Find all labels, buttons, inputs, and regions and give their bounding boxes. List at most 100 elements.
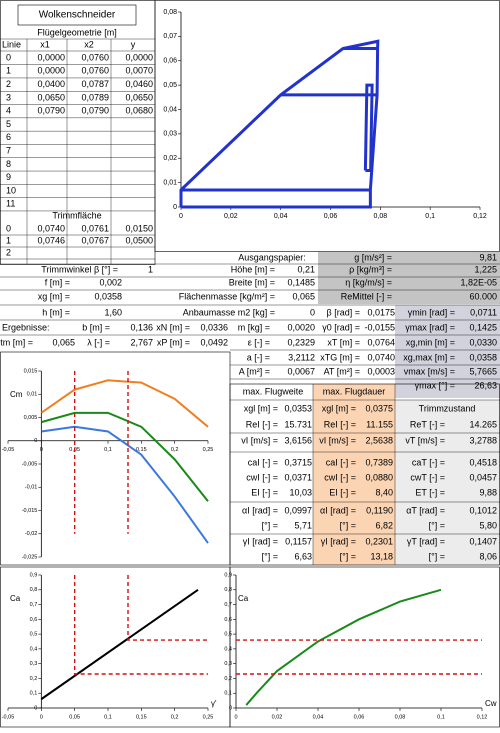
x-tick-label: 0,06 — [324, 213, 338, 220]
table-cell: 0,0767 — [81, 235, 109, 245]
result-value: 14.265 — [469, 419, 497, 429]
parameter-value: 0,0358 — [94, 291, 122, 301]
table-cell: 1 — [6, 66, 11, 76]
y-tick-label: 0 — [34, 705, 37, 711]
parameter-value: 1,82E-05 — [460, 277, 497, 287]
result-label: ReI [-] = — [246, 419, 278, 429]
parameter-label: γmax [°] = — [415, 380, 455, 390]
result-value: 5,71 — [294, 520, 312, 530]
x-axis-label: Cw — [485, 699, 497, 708]
parameter-value: 0,0020 — [287, 322, 315, 332]
table-cell: 2 — [6, 79, 11, 89]
x-tick-label: 0,04 — [313, 714, 324, 720]
parameter-label: xP [m] = — [157, 337, 190, 347]
y-tick-label: 0,005 — [24, 415, 38, 421]
table-cell: 0,0740 — [37, 223, 65, 233]
section-title: Trimmfläche — [52, 210, 101, 220]
y-tick-label: 0,7 — [224, 602, 232, 608]
parameter-value: 0,0358 — [469, 352, 497, 362]
table-cell: 7 — [6, 145, 11, 155]
y-tick-label: 0,3 — [224, 661, 232, 667]
y-tick-label: -0,015 — [22, 508, 38, 514]
parameter-label: AT [m²] = — [324, 366, 360, 376]
table-cell: 0,0000 — [37, 66, 65, 76]
result-label: xgl [m] = — [244, 403, 278, 413]
result-label: γT [rad] = — [407, 536, 445, 546]
data-line — [73, 371, 129, 534]
result-value: 0,0353 — [284, 403, 312, 413]
result-value: 8,40 — [375, 487, 393, 497]
parameter-value: 3,2112 — [288, 352, 315, 362]
table-cell: 0,0460 — [125, 79, 153, 89]
result-value: 0,3715 — [284, 457, 312, 467]
x-tick-label: 0,12 — [477, 714, 488, 720]
data-line — [73, 575, 208, 675]
y-tick-label: 0,1 — [30, 691, 38, 697]
parameter-label: ε [-] = — [248, 337, 270, 347]
y-tick-label: 0,4 — [224, 646, 232, 652]
table-cell: 0,0650 — [125, 92, 153, 102]
result-value: 13,18 — [370, 551, 393, 561]
table-cell: 0,0000 — [125, 52, 153, 62]
x-tick-label: 0,2 — [171, 714, 179, 720]
parameter-value: 0 — [310, 307, 315, 317]
y-tick-label: 0,8 — [224, 587, 232, 593]
column-header: x2 — [84, 39, 94, 49]
parameter-label: xg [m] = — [38, 291, 70, 301]
table-cell: 0,0400 — [37, 79, 65, 89]
table-cell: 9 — [6, 172, 11, 182]
result-label: cwI [-] = — [246, 472, 278, 482]
parameter-label: g [m/s²] = — [354, 252, 392, 262]
result-label: [°] = — [340, 520, 356, 530]
y-tick-label: 0 — [173, 204, 177, 211]
column-header: x1 — [40, 39, 50, 49]
parameter-label: γmax [rad] = — [405, 322, 455, 332]
result-value: 3,6156 — [284, 435, 312, 445]
section-title: Flügelgeometrie [m] — [37, 27, 117, 37]
data-line — [40, 588, 199, 700]
table-cell: 2 — [6, 247, 11, 257]
y-tick-label: 0,6 — [30, 617, 38, 623]
result-label: EI [-] = — [329, 487, 356, 497]
data-line — [245, 588, 442, 706]
x-tick-label: 0,04 — [274, 213, 288, 220]
x-tick-label: 0,2 — [171, 447, 179, 453]
table-cell: 1 — [6, 235, 11, 245]
result-value: 15.731 — [284, 419, 312, 429]
x-tick-label: 0,1 — [437, 714, 445, 720]
y-tick-label: 0,5 — [224, 632, 232, 638]
result-value: 0,0371 — [284, 472, 312, 482]
y-tick-label: 0,04 — [163, 106, 177, 113]
parameter-value: 0,136 — [130, 322, 153, 332]
result-value: 6,63 — [294, 551, 312, 561]
column-header: y — [131, 39, 136, 49]
table-cell: 0,0760 — [81, 66, 109, 76]
result-value: 0,0880 — [365, 472, 393, 482]
y-tick-label: 0,01 — [27, 392, 38, 398]
x-tick-label: -0,05 — [2, 714, 15, 720]
y-tick-label: 0,3 — [30, 661, 38, 667]
table-cell: 0,0650 — [37, 92, 65, 102]
y-tick-label: 0,8 — [30, 587, 38, 593]
y-tick-label: -0,005 — [22, 461, 38, 467]
y-tick-label: 0,07 — [163, 33, 177, 40]
column-header: max. Flugdauer — [323, 386, 386, 396]
input-shade — [318, 252, 500, 304]
parameter-value: 0,065 — [292, 291, 315, 301]
x-tick-label: 0,1 — [104, 447, 112, 453]
x-tick-label: -0,05 — [2, 447, 15, 453]
data-line — [41, 411, 209, 502]
data-line — [40, 379, 209, 428]
table-cell: 3 — [6, 92, 11, 102]
result-label: EI [-] = — [251, 487, 278, 497]
x-tick-label: 0 — [234, 714, 237, 720]
result-value: 0,1157 — [285, 536, 312, 546]
parameter-label: b [m] = — [82, 322, 110, 332]
table-cell: 0,0000 — [37, 52, 65, 62]
result-label: [°] = — [429, 551, 445, 561]
result-label: ReI [-] = — [324, 419, 356, 429]
y-axis-label: Cm — [10, 390, 23, 399]
x-tick-label: 0,02 — [272, 714, 283, 720]
y-tick-label: -0,01 — [25, 485, 38, 491]
